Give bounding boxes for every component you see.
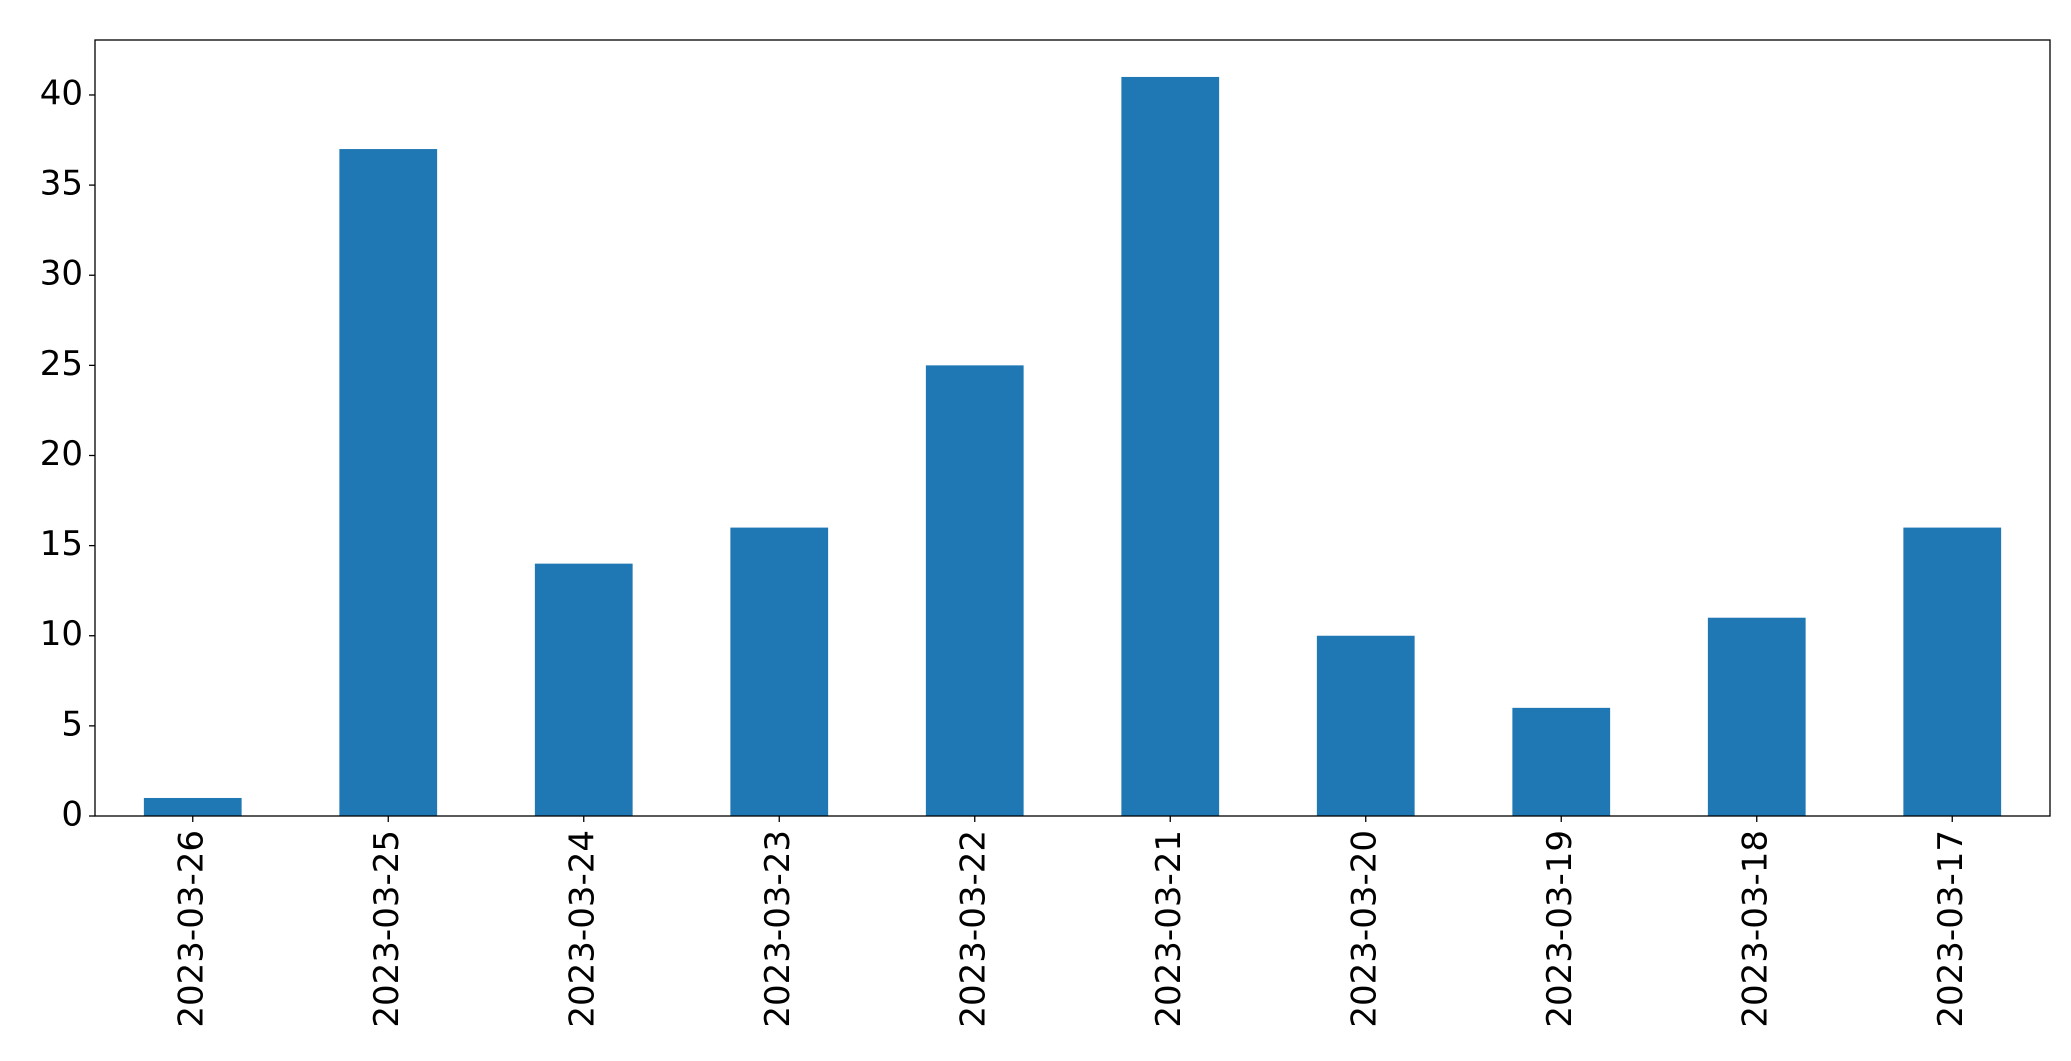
y-tick-label: 5: [61, 704, 83, 744]
y-tick-label: 35: [40, 164, 83, 204]
y-tick-label: 15: [40, 524, 83, 564]
bar: [1707, 617, 1806, 816]
bar: [143, 797, 242, 816]
x-tick-label: 2023-03-17: [1931, 830, 1971, 1028]
bar: [1316, 635, 1415, 816]
bar: [534, 563, 633, 816]
x-tick-label: 2023-03-21: [1149, 830, 1189, 1028]
y-tick-label: 30: [40, 254, 83, 294]
bar: [1512, 707, 1611, 816]
x-tick-label: 2023-03-22: [953, 830, 993, 1028]
x-tick-label: 2023-03-19: [1540, 830, 1580, 1028]
x-tick-label: 2023-03-24: [562, 830, 602, 1028]
bar: [730, 527, 829, 816]
y-tick-label: 40: [40, 73, 83, 113]
y-tick-label: 25: [40, 344, 83, 384]
plot-frame: [94, 39, 2051, 817]
x-tick-label: 2023-03-23: [758, 830, 798, 1028]
x-tick-label: 2023-03-20: [1344, 830, 1384, 1028]
bar: [1121, 76, 1220, 816]
x-tick-label: 2023-03-18: [1735, 830, 1775, 1028]
bar: [1903, 527, 2002, 816]
x-tick-label: 2023-03-25: [367, 830, 407, 1028]
y-tick-label: 0: [61, 795, 83, 835]
bar: [339, 149, 438, 817]
x-tick-label: 2023-03-26: [171, 830, 211, 1028]
bar: [925, 365, 1024, 816]
y-tick-label: 10: [40, 614, 83, 654]
y-tick-label: 20: [40, 434, 83, 474]
